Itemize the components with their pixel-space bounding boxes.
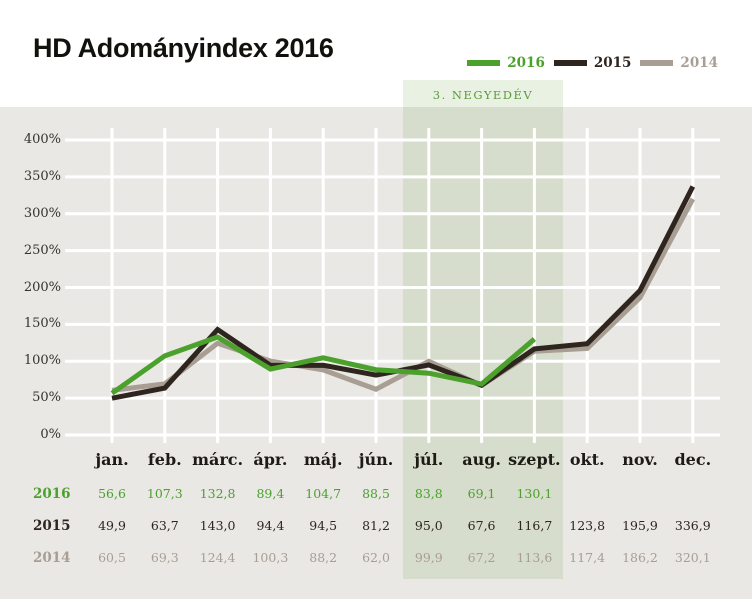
y-axis-tick-label: 200% — [23, 279, 61, 295]
y-axis-tick-label: 0% — [40, 427, 61, 442]
table-cell: 63,7 — [150, 518, 179, 533]
y-axis-tick-label: 300% — [23, 205, 61, 221]
table-cell: 95,0 — [414, 518, 443, 533]
x-axis-month-label: ápr. — [253, 450, 288, 469]
table-cell: 143,0 — [199, 518, 236, 533]
table-cell: 116,7 — [516, 518, 553, 533]
y-axis-tick-label: 50% — [32, 390, 61, 406]
table-cell: 130,1 — [516, 486, 553, 501]
table-cell: 107,3 — [146, 486, 183, 501]
table-cell: 49,9 — [98, 518, 126, 533]
table-row-label-2015: 2015 — [33, 518, 71, 534]
x-axis-month-label: jún. — [358, 450, 394, 469]
y-axis-tick-label: 150% — [23, 316, 61, 332]
x-axis-month-label: júl. — [414, 450, 444, 469]
table-cell: 104,7 — [305, 486, 342, 501]
table-cell: 89,4 — [256, 486, 285, 501]
chart-legend: 2016 2015 2014 — [467, 55, 718, 71]
x-axis-month-label: dec. — [674, 450, 712, 469]
table-cell: 94,5 — [309, 518, 338, 533]
table-cell: 56,6 — [98, 486, 126, 501]
y-axis-tick-label: 400% — [23, 132, 61, 147]
table-cell: 123,8 — [569, 518, 606, 533]
y-axis-tick-label: 250% — [23, 242, 61, 258]
legend-item-2016: 2016 — [467, 55, 545, 71]
legend-swatch-icon — [640, 60, 674, 66]
table-cell: 94,4 — [256, 518, 285, 533]
table-cell: 88,5 — [362, 486, 390, 501]
table-cell: 83,8 — [414, 486, 443, 501]
legend-item-2014: 2014 — [640, 55, 718, 71]
table-row-label-2016: 2016 — [33, 486, 71, 502]
legend-swatch-icon — [553, 60, 587, 66]
table-cell: 132,8 — [199, 486, 236, 501]
table-cell: 195,9 — [622, 518, 658, 533]
x-axis-month-label: aug. — [462, 450, 501, 469]
table-cell: 117,4 — [569, 550, 606, 565]
table-cell: 336,9 — [674, 518, 711, 533]
table-cell: 62,0 — [362, 550, 390, 565]
x-axis-month-label: máj. — [303, 450, 343, 469]
table-cell: 81,2 — [362, 518, 390, 533]
y-axis-tick-label: 100% — [23, 353, 61, 369]
table-cell: 124,4 — [199, 550, 236, 565]
table-cell: 186,2 — [622, 550, 658, 565]
quarter-highlight-band — [403, 80, 563, 579]
legend-item-2015: 2015 — [553, 55, 632, 71]
table-cell: 113,6 — [516, 550, 553, 565]
table-cell: 99,9 — [414, 550, 443, 565]
table-cell: 69,3 — [150, 550, 179, 565]
y-axis-tick-label: 350% — [23, 168, 61, 184]
table-cell: 67,2 — [467, 550, 496, 565]
table-cell: 67,6 — [467, 518, 496, 533]
table-row-label-2014: 2014 — [33, 550, 71, 566]
table-cell: 320,1 — [674, 550, 711, 565]
legend-label: 2014 — [680, 55, 718, 71]
legend-label: 2016 — [507, 55, 545, 71]
x-axis-month-label: nov. — [622, 450, 658, 469]
legend-label: 2015 — [593, 55, 632, 71]
legend-swatch-icon — [467, 60, 501, 66]
table-cell: 88,2 — [309, 550, 338, 565]
table-cell: 60,5 — [98, 550, 126, 565]
page-title: HD Adományindex 2016 — [33, 33, 334, 63]
x-axis-month-label: szept. — [508, 450, 561, 469]
table-cell: 100,3 — [252, 550, 289, 565]
quarter-highlight-label: 3. NEGYEDÉV — [432, 88, 534, 102]
x-axis-month-label: feb. — [147, 450, 182, 469]
table-cell: 69,1 — [467, 486, 496, 501]
x-axis-month-label: jan. — [95, 450, 129, 469]
x-axis-month-label: okt. — [569, 450, 605, 469]
x-axis-month-label: márc. — [192, 450, 244, 469]
